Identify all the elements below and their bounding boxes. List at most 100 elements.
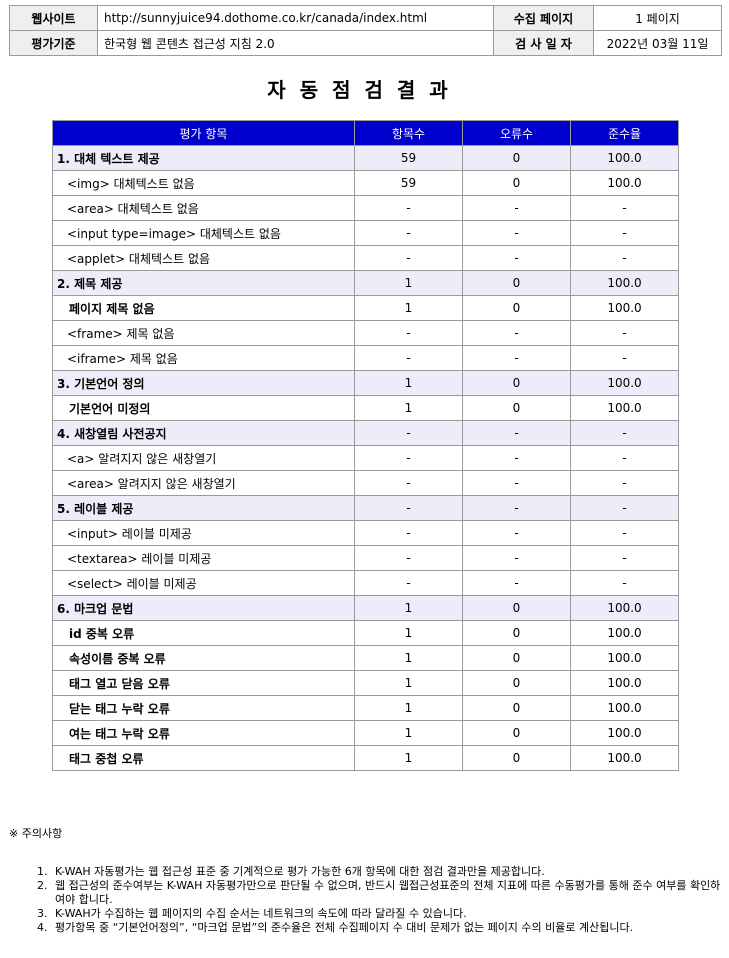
category-row: 4. 새창열림 사전공지 - - -	[52, 420, 679, 446]
cell-item-name: 2. 제목 제공	[52, 270, 355, 296]
cell-rate: 100.0	[570, 170, 679, 196]
cell-errors: 0	[462, 295, 571, 321]
item-row: <textarea> 레이블 미제공 - - -	[52, 545, 679, 571]
cell-count: 59	[354, 145, 463, 171]
cell-count: -	[354, 545, 463, 571]
item-row: 페이지 제목 없음 1 0 100.0	[52, 295, 679, 321]
cell-item-name: 닫는 태그 누락 오류	[52, 695, 355, 721]
item-row: <input type=image> 대체텍스트 없음 - - -	[52, 220, 679, 246]
cell-count: 1	[354, 670, 463, 696]
note-item: 웹 접근성의 준수여부는 K-WAH 자동평가만으로 판단될 수 없으며, 반드…	[51, 879, 721, 907]
cell-item-name: <iframe> 제목 없음	[52, 345, 355, 371]
cell-item-name: id 중복 오류	[52, 620, 355, 646]
item-row: <input> 레이블 미제공 - - -	[52, 520, 679, 546]
cell-rate: 100.0	[570, 295, 679, 321]
website-label: 웹사이트	[9, 5, 98, 31]
item-row: 닫는 태그 누락 오류 1 0 100.0	[52, 695, 679, 721]
cell-item-name: 페이지 제목 없음	[52, 295, 355, 321]
cell-rate: -	[570, 345, 679, 371]
cell-item-name: 3. 기본언어 정의	[52, 370, 355, 396]
cell-errors: -	[462, 545, 571, 571]
results-body: 1. 대체 텍스트 제공 59 0 100.0 <img> 대체텍스트 없음 59 0 100…	[52, 145, 679, 771]
category-row: 5. 레이블 제공 - - -	[52, 495, 679, 521]
cell-count: 1	[354, 645, 463, 671]
cell-errors: 0	[462, 745, 571, 771]
cell-count: -	[354, 195, 463, 221]
item-row: <select> 레이블 미제공 - - -	[52, 570, 679, 596]
cell-rate: -	[570, 495, 679, 521]
category-row: 2. 제목 제공 1 0 100.0	[52, 270, 679, 296]
cell-item-name: 4. 새창열림 사전공지	[52, 420, 355, 446]
cell-count: 1	[354, 270, 463, 296]
cell-rate: 100.0	[570, 695, 679, 721]
cell-rate: -	[570, 195, 679, 221]
cell-item-name: <a> 알려지지 않은 새창열기	[52, 445, 355, 471]
cell-errors: -	[462, 470, 571, 496]
website-url: http://sunnyjuice94.dothome.co.kr/canada…	[97, 5, 494, 31]
cell-item-name: 1. 대체 텍스트 제공	[52, 145, 355, 171]
cell-count: 1	[354, 745, 463, 771]
cell-count: -	[354, 345, 463, 371]
cell-rate: 100.0	[570, 720, 679, 746]
cell-count: -	[354, 320, 463, 346]
date-label: 검 사 일 자	[493, 30, 594, 56]
notes-title: ※ 주의사항	[9, 827, 63, 840]
cell-errors: 0	[462, 595, 571, 621]
note-item: 평가항목 중 “기본언어정의”, “마크업 문법”의 준수율은 전체 수집페이지…	[51, 921, 721, 935]
item-row: <img> 대체텍스트 없음 59 0 100.0	[52, 170, 679, 196]
cell-item-name: <input> 레이블 미제공	[52, 520, 355, 546]
cell-errors: -	[462, 245, 571, 271]
cell-errors: -	[462, 445, 571, 471]
cell-errors: -	[462, 495, 571, 521]
cell-count: -	[354, 495, 463, 521]
cell-rate: -	[570, 545, 679, 571]
cell-rate: 100.0	[570, 595, 679, 621]
item-row: 여는 태그 누락 오류 1 0 100.0	[52, 720, 679, 746]
cell-rate: -	[570, 520, 679, 546]
cell-item-name: 여는 태그 누락 오류	[52, 720, 355, 746]
cell-item-name: 태그 열고 닫음 오류	[52, 670, 355, 696]
cell-errors: 0	[462, 620, 571, 646]
item-row: <a> 알려지지 않은 새창열기 - - -	[52, 445, 679, 471]
cell-errors: -	[462, 320, 571, 346]
item-row: 태그 열고 닫음 오류 1 0 100.0	[52, 670, 679, 696]
item-row: <applet> 대체텍스트 없음 - - -	[52, 245, 679, 271]
cell-item-name: <input type=image> 대체텍스트 없음	[52, 220, 355, 246]
cell-errors: 0	[462, 270, 571, 296]
cell-item-name: 6. 마크업 문법	[52, 595, 355, 621]
cell-rate: 100.0	[570, 270, 679, 296]
pages-label: 수집 페이지	[493, 5, 594, 31]
info-row-standard: 평가기준 한국형 웹 콘텐츠 접근성 지침 2.0 검 사 일 자 2022년 …	[9, 30, 722, 56]
cell-item-name: <select> 레이블 미제공	[52, 570, 355, 596]
cell-rate: 100.0	[570, 145, 679, 171]
header-errors: 오류수	[462, 120, 571, 146]
category-row: 3. 기본언어 정의 1 0 100.0	[52, 370, 679, 396]
cell-rate: 100.0	[570, 370, 679, 396]
cell-count: -	[354, 245, 463, 271]
cell-rate: -	[570, 245, 679, 271]
cell-errors: 0	[462, 645, 571, 671]
item-row: <area> 알려지지 않은 새창열기 - - -	[52, 470, 679, 496]
item-row: id 중복 오류 1 0 100.0	[52, 620, 679, 646]
cell-item-name: 기본언어 미정의	[52, 395, 355, 421]
page-title: 자동점검결과	[267, 78, 462, 102]
cell-rate: -	[570, 445, 679, 471]
category-row: 6. 마크업 문법 1 0 100.0	[52, 595, 679, 621]
info-row-website: 웹사이트 http://sunnyjuice94.dothome.co.kr/c…	[9, 5, 722, 31]
cell-errors: 0	[462, 145, 571, 171]
cell-errors: -	[462, 520, 571, 546]
cell-count: -	[354, 520, 463, 546]
report-info-table: 웹사이트 http://sunnyjuice94.dothome.co.kr/c…	[9, 5, 722, 56]
cell-count: -	[354, 445, 463, 471]
cell-errors: 0	[462, 695, 571, 721]
standard-label: 평가기준	[9, 30, 98, 56]
cell-rate: -	[570, 320, 679, 346]
results-table: 평가 항목 항목수 오류수 준수율 1. 대체 텍스트 제공 59 0 100.0 <i…	[52, 120, 679, 771]
cell-count: -	[354, 220, 463, 246]
cell-errors: -	[462, 570, 571, 596]
cell-rate: 100.0	[570, 670, 679, 696]
cell-rate: -	[570, 470, 679, 496]
item-row: 기본언어 미정의 1 0 100.0	[52, 395, 679, 421]
cell-errors: -	[462, 220, 571, 246]
header-rate: 준수율	[570, 120, 679, 146]
